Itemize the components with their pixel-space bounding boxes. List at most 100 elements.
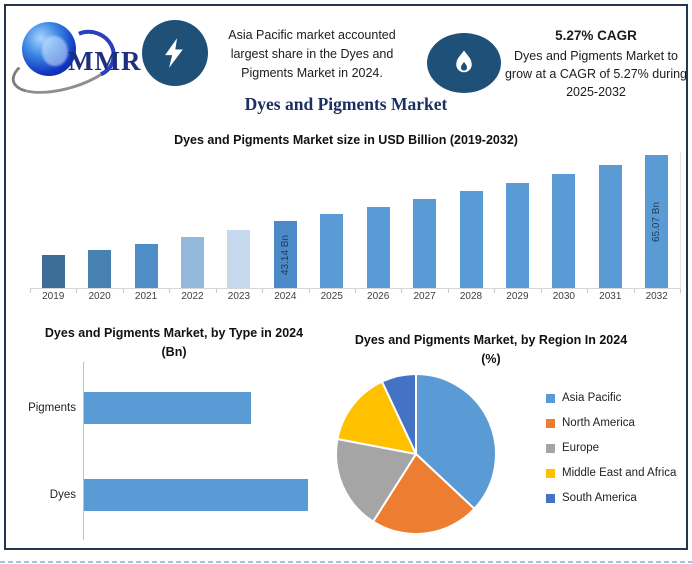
x-label-2021: 2021 [134, 291, 158, 302]
type-label-dyes: Dyes [49, 489, 76, 501]
x-tick [401, 289, 403, 293]
bottom-accent-line [0, 561, 692, 563]
legend-label: North America [562, 417, 635, 429]
pie-slice-middle-east-and-africa [336, 380, 417, 455]
bar-2020 [88, 250, 112, 288]
legend-item-europe: Europe [546, 442, 676, 454]
logo-mmr-text: MMR [68, 46, 142, 76]
bar-2024: 43.14 Bn [273, 221, 297, 288]
pie-slice-europe [335, 438, 417, 523]
region-legend: Asia Pacific North America Europe Middle Ea… [546, 392, 676, 504]
x-label-2024: 2024 [274, 291, 297, 302]
bar-group-2030 [541, 174, 587, 288]
x-label-2029: 2029 [506, 291, 529, 302]
legend-item-asia-pacific: Asia Pacific [546, 392, 676, 404]
x-label-2030: 2030 [552, 291, 575, 302]
x-tick [355, 289, 356, 293]
bar-group-2031 [587, 165, 633, 288]
x-tick [169, 289, 171, 293]
bar-2032: 65.07 Bn [645, 155, 669, 288]
bar-2027 [413, 199, 437, 288]
infographic-frame: MMR Asia Pacific market accounted larges… [4, 4, 688, 550]
cagr-title: 5.27% CAGR [555, 28, 637, 43]
x-label-2027: 2027 [413, 291, 436, 302]
legend-marker [546, 443, 555, 453]
bar-2021 [134, 244, 158, 288]
x-label-2032: 2032 [645, 291, 668, 302]
flame-icon [456, 50, 472, 73]
globe-icon [22, 22, 76, 76]
type-bar-pigments [84, 392, 251, 424]
lightning-icon-badge [142, 20, 208, 86]
bar-group-2025 [309, 214, 355, 288]
x-tick [680, 289, 681, 293]
page-title: Dyes and Pigments Market [244, 94, 448, 114]
bar-group-2027 [401, 199, 447, 288]
bar-group-2023 [216, 230, 262, 288]
x-tick [540, 289, 542, 293]
bar-2025 [320, 214, 344, 288]
x-label-2031: 2031 [599, 291, 622, 302]
type-chart-title: Dyes and Pigments Market, by Type in 202… [44, 326, 304, 360]
x-tick [308, 289, 310, 293]
x-tick [447, 289, 449, 293]
bar-group-2032: 65.07 Bn [633, 155, 679, 288]
legend-label: Middle East and Africa [562, 467, 677, 479]
x-tick [587, 289, 589, 293]
market-size-xticks [30, 289, 681, 293]
globe-land [42, 36, 68, 66]
bar-group-2022 [169, 237, 215, 288]
x-label-2022: 2022 [181, 291, 204, 302]
x-label-2025: 2025 [320, 291, 343, 302]
x-tick [30, 289, 31, 293]
bar-2019 [41, 255, 65, 288]
legend-label: Europe [562, 442, 600, 454]
bar-group-2024: 43.14 Bn [262, 221, 308, 288]
x-tick [76, 289, 78, 293]
headline-asia-pacific: Asia Pacific market accounted largest sh… [228, 28, 396, 80]
region-chart-title: Dyes and Pigments Market, by Region In 2… [354, 333, 628, 367]
legend-marker [546, 393, 555, 403]
type-bar-dyes [84, 479, 308, 511]
legend-label: South America [562, 492, 637, 504]
lightning-icon [165, 38, 183, 68]
x-label-2019: 2019 [42, 291, 65, 302]
bar-2026 [366, 207, 390, 288]
region-pie [335, 373, 497, 535]
cagr-text: Dyes and Pigments Market to grow at a CA… [504, 49, 688, 100]
mmr-logo: MMR [5, 14, 142, 105]
bar-2029 [505, 183, 529, 288]
x-label-2020: 2020 [88, 291, 111, 302]
market-size-chart-title: Dyes and Pigments Market size in USD Bil… [174, 133, 518, 147]
x-label-2026: 2026 [367, 291, 390, 302]
bar-2022 [180, 237, 204, 288]
bar-2031 [598, 165, 622, 288]
bar-2030 [552, 174, 576, 288]
cagr-block: 5.27% CAGR Dyes and Pigments Market to g… [500, 28, 692, 101]
type-row-dyes: Dyes [6, 479, 308, 511]
bar-group-2029 [494, 183, 540, 288]
legend-marker [546, 468, 555, 478]
bar-group-2026 [355, 207, 401, 288]
x-tick [494, 289, 496, 293]
market-size-plot: 43.14 Bn 65.07 Bn [30, 152, 681, 289]
bar-group-2028 [448, 191, 494, 288]
x-tick [262, 289, 264, 293]
bar-value-label-2024: 43.14 Bn [279, 234, 291, 275]
bar-group-2020 [76, 250, 122, 288]
x-label-2028: 2028 [459, 291, 483, 302]
x-tick [215, 289, 217, 293]
bar-2028 [459, 191, 483, 288]
x-tick [633, 289, 635, 293]
x-tick [122, 289, 124, 293]
legend-marker [546, 493, 555, 503]
market-size-xlabels: 2019 2020 2021 2022 2023 2024 2025 2026 2027 2028… [30, 291, 680, 302]
bar-value-label-2032: 65.07 Bn [651, 201, 663, 242]
bar-group-2021 [123, 244, 169, 288]
type-label-pigments: Pigments [28, 402, 76, 414]
x-label-2023: 2023 [227, 291, 251, 302]
bar-2023 [227, 230, 251, 288]
type-row-pigments: Pigments [6, 392, 251, 424]
legend-item-middle-east-and-africa: Middle East and Africa [546, 467, 676, 479]
